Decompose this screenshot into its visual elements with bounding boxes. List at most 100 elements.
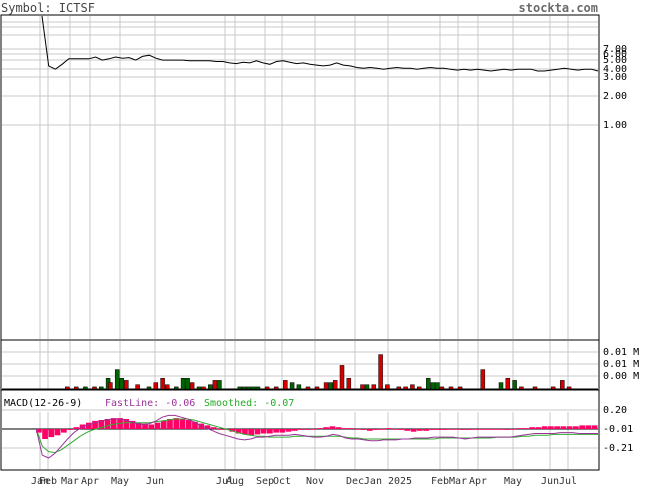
site-label: stockta.com	[519, 1, 598, 15]
macd-histogram-bar	[466, 429, 473, 430]
x-tick-label: Sep	[256, 476, 274, 486]
volume-y-axis: 0.01 M0.01 M0.00 M	[603, 347, 639, 382]
macd-title: MACD(12-26-9)	[4, 398, 82, 409]
macd-histogram-bar	[373, 429, 379, 430]
macd-tick-label: 0.20	[603, 405, 627, 416]
x-tick-label: Aug	[226, 476, 244, 486]
macd-frame	[0, 389, 600, 471]
volume-bar	[305, 386, 311, 390]
macd-histogram-bar	[135, 422, 142, 429]
price-series	[41, 15, 599, 72]
x-tick-label: May	[111, 476, 129, 486]
macd-histogram-bar	[167, 419, 173, 429]
volume-bar	[519, 386, 524, 390]
macd-histogram-bar	[498, 429, 504, 430]
x-tick-label: Mar	[449, 476, 467, 486]
macd-histogram-bar	[448, 429, 454, 430]
macd-histogram-bar	[67, 429, 73, 430]
macd-histogram-bar	[298, 429, 304, 430]
volume-bar	[560, 380, 565, 390]
volume-bar	[201, 386, 206, 390]
volume-panel: 0.01 M0.01 M0.00 M	[0, 339, 639, 391]
macd-histogram-bar	[491, 429, 498, 430]
macd-histogram-bar	[441, 429, 448, 430]
price-line	[41, 15, 599, 72]
price-tick-label: 6.00	[603, 49, 627, 60]
x-tick-label: Apr	[81, 476, 99, 486]
macd-histogram-bar	[248, 429, 254, 436]
volume-bar	[283, 380, 288, 390]
macd-histogram-bar	[142, 423, 148, 429]
macd-histogram-bar	[210, 427, 217, 429]
volume-tick-label: 0.01 M	[603, 347, 639, 358]
macd-histogram-bar	[123, 419, 130, 429]
volume-bar	[135, 384, 140, 390]
x-tick-label: Oct	[273, 476, 291, 486]
volume-bar	[416, 386, 422, 390]
macd-lines	[35, 414, 598, 459]
macd-y-axis: 0.20 -0.01 -0.21	[603, 405, 633, 454]
x-tick-label: Mar	[61, 476, 79, 486]
macd-histogram-bar	[92, 420, 98, 429]
volume-bar	[296, 384, 302, 390]
volume-bar	[146, 386, 152, 390]
symbol-label: Symbol: ICTSF	[1, 1, 95, 15]
macd-histogram-bar	[460, 429, 467, 430]
macd-histogram-bar	[179, 419, 186, 429]
volume-bar	[426, 378, 431, 390]
macd-histogram-bar	[129, 420, 136, 429]
volume-bar	[364, 384, 370, 390]
macd-histogram-bar	[192, 421, 198, 429]
macd-histogram-bar	[335, 427, 342, 429]
macd-histogram-bar	[454, 429, 461, 430]
macd-histogram-bar	[585, 425, 592, 429]
macd-smoothed-label: Smoothed: -0.07	[204, 398, 294, 409]
x-tick-label: Jan	[31, 476, 49, 486]
macd-histogram-bar	[342, 428, 348, 429]
x-tick-label: May	[504, 476, 522, 486]
macd-histogram-bar	[160, 420, 167, 429]
macd-histogram-bar	[591, 425, 598, 429]
volume-bar	[332, 380, 338, 390]
price-tick-label: 3.00	[603, 72, 627, 83]
macd-histogram-bar	[504, 429, 510, 430]
macd-histogram-bar	[348, 428, 354, 429]
volume-tick-label: 0.01 M	[603, 359, 639, 370]
volume-bar	[99, 386, 104, 390]
volume-bar	[246, 386, 252, 390]
volume-bar	[323, 382, 329, 390]
price-tick-label: 5.00	[603, 55, 627, 66]
volume-bar	[185, 378, 190, 390]
volume-bar	[255, 386, 261, 390]
macd-histogram-bar	[323, 427, 329, 429]
volume-bar	[124, 380, 129, 390]
price-tick-label: 1.00	[603, 120, 627, 131]
macd-histogram-bar	[516, 428, 523, 429]
volume-bar	[264, 386, 270, 390]
x-tick-label: Jul	[559, 476, 577, 486]
volume-bars	[65, 354, 572, 390]
macd-histogram-bar	[367, 429, 373, 431]
volume-bar	[242, 386, 247, 390]
macd-histogram-bar	[416, 429, 423, 431]
volume-bar	[360, 384, 365, 390]
macd-histogram-bar	[310, 429, 317, 430]
volume-bar	[457, 386, 463, 390]
volume-bar	[164, 384, 170, 390]
x-tick-label: Dec	[346, 476, 364, 486]
macd-histogram-bar	[510, 429, 517, 430]
macd-histogram-bar	[329, 426, 336, 429]
x-tick-label: Jan 2025	[364, 476, 412, 486]
macd-histogram-bar	[229, 429, 236, 432]
macd-histogram-bar	[529, 427, 535, 429]
volume-bar	[153, 382, 159, 390]
volume-bar	[410, 384, 415, 390]
volume-bar	[273, 386, 279, 390]
macd-histogram-bar	[173, 418, 180, 429]
volume-bar	[566, 386, 572, 390]
macd-tick-label: -0.01	[603, 424, 633, 435]
macd-histogram-bar	[279, 429, 286, 433]
volume-bar	[196, 386, 202, 390]
